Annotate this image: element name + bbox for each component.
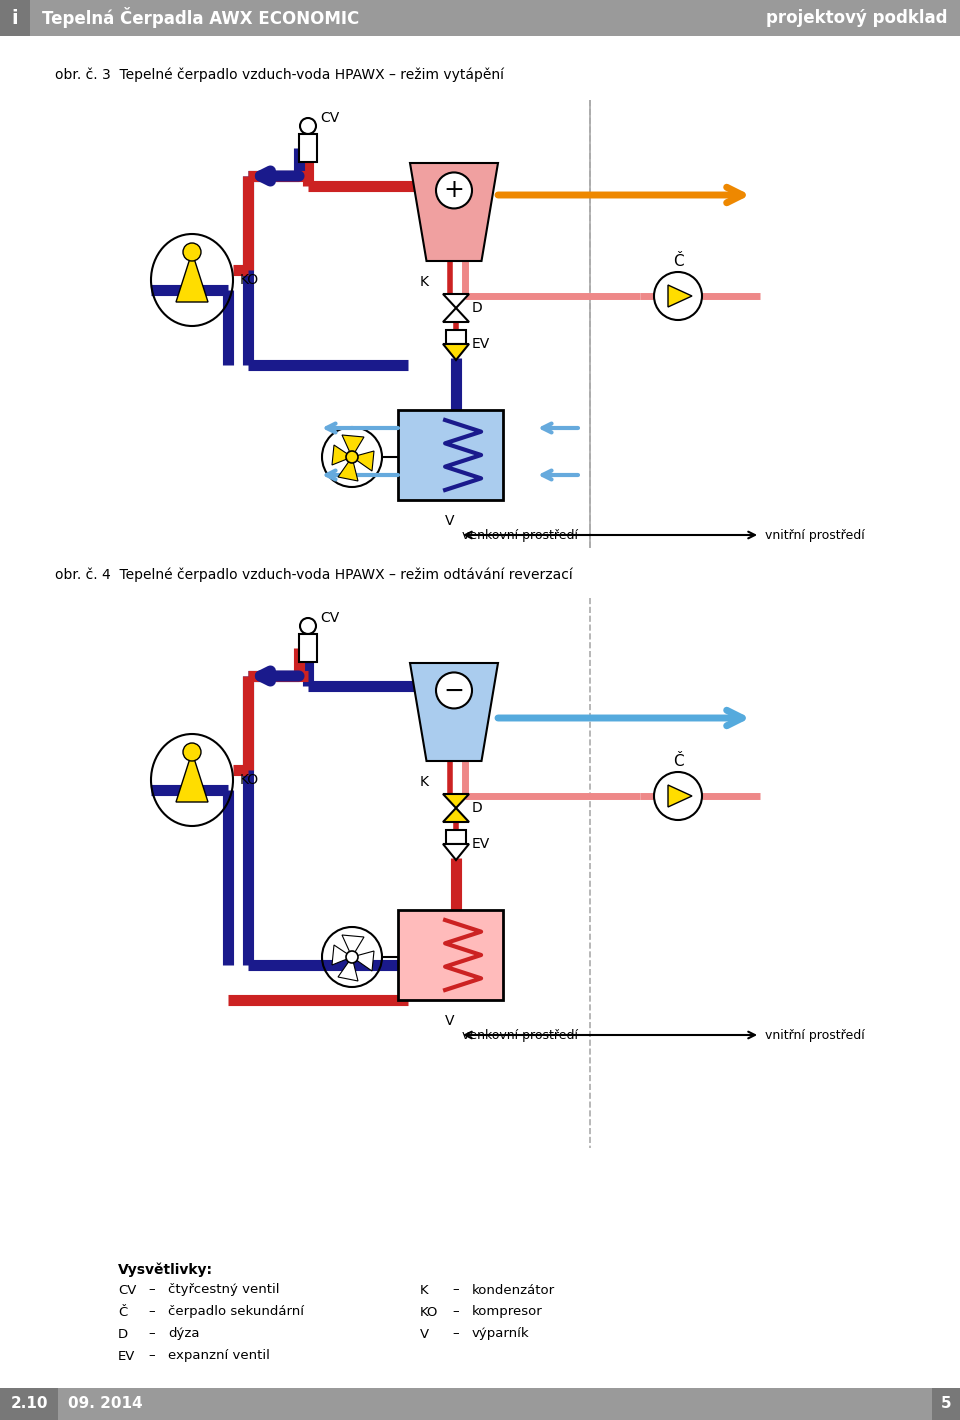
Circle shape [436, 673, 472, 709]
Polygon shape [443, 794, 469, 808]
Polygon shape [176, 753, 208, 802]
Text: V: V [445, 1014, 455, 1028]
Text: EV: EV [472, 836, 491, 851]
Text: vnitřní prostředí: vnitřní prostředí [765, 1028, 865, 1041]
Text: Vysvětlivky:: Vysvětlivky: [118, 1262, 213, 1277]
Polygon shape [332, 944, 352, 966]
Text: expanzní ventil: expanzní ventil [168, 1349, 270, 1363]
Bar [932, 1387, 960, 1420]
Circle shape [183, 243, 201, 261]
Polygon shape [342, 435, 364, 457]
Text: Č: Č [673, 254, 684, 270]
Bar [0, 1387, 58, 1420]
Text: venkovní prostředí: venkovní prostředí [462, 1028, 578, 1041]
Text: Č: Č [673, 754, 684, 770]
Text: venkovní prostředí: venkovní prostředí [462, 528, 578, 541]
Polygon shape [338, 457, 358, 481]
Circle shape [346, 951, 358, 963]
Text: dýza: dýza [168, 1328, 200, 1340]
Text: D: D [472, 801, 483, 815]
Text: V: V [445, 514, 455, 528]
Text: čerpadlo sekundární: čerpadlo sekundární [168, 1305, 304, 1319]
Polygon shape [352, 951, 374, 971]
Text: –: – [452, 1305, 459, 1319]
Text: –: – [148, 1349, 155, 1363]
Text: −: − [444, 679, 465, 703]
Text: obr. č. 4  Tepelné čerpadlo vzduch-voda HPAWX – režim odtávání reverzací: obr. č. 4 Tepelné čerpadlo vzduch-voda H… [55, 568, 573, 582]
Bar [446, 831, 466, 843]
Bar [0, 0, 30, 36]
Bar [0, 1387, 960, 1420]
Polygon shape [668, 785, 692, 807]
Polygon shape [443, 308, 469, 322]
Text: 2.10: 2.10 [11, 1396, 48, 1411]
Text: –: – [148, 1284, 155, 1296]
Polygon shape [410, 163, 498, 261]
Text: –: – [452, 1284, 459, 1296]
Bar [398, 410, 503, 500]
Bar [0, 0, 960, 36]
Polygon shape [342, 934, 364, 957]
Text: –: – [148, 1328, 155, 1340]
Polygon shape [443, 843, 469, 861]
Polygon shape [410, 663, 498, 761]
Text: KO: KO [420, 1305, 439, 1319]
Text: V: V [420, 1328, 429, 1340]
Polygon shape [443, 344, 469, 361]
Text: 09. 2014: 09. 2014 [68, 1396, 143, 1411]
Text: kompresor: kompresor [472, 1305, 542, 1319]
Text: výparník: výparník [472, 1328, 530, 1340]
Polygon shape [332, 444, 352, 464]
Text: čtyřcestný ventil: čtyřcestný ventil [168, 1284, 279, 1296]
Text: CV: CV [320, 611, 339, 625]
Text: KO: KO [240, 273, 259, 287]
Bar [446, 329, 466, 344]
Text: vnitřní prostředí: vnitřní prostředí [765, 528, 865, 541]
Text: +: + [444, 179, 465, 203]
Text: K: K [420, 775, 429, 790]
Text: obr. č. 3  Tepelné čerpadlo vzduch-voda HPAWX – režim vytápění: obr. č. 3 Tepelné čerpadlo vzduch-voda H… [55, 68, 504, 82]
Circle shape [346, 452, 358, 463]
Polygon shape [176, 251, 208, 302]
Circle shape [183, 743, 201, 761]
Polygon shape [443, 808, 469, 822]
Text: i: i [12, 9, 18, 27]
Text: D: D [472, 301, 483, 315]
Circle shape [436, 172, 472, 209]
Text: Č: Č [118, 1305, 128, 1319]
Polygon shape [443, 294, 469, 308]
Text: projektový podklad: projektový podklad [766, 9, 948, 27]
Text: K: K [420, 1284, 428, 1296]
Bar [299, 133, 317, 162]
Polygon shape [668, 285, 692, 307]
Text: Tepelná Čerpadla AWX ECONOMIC: Tepelná Čerpadla AWX ECONOMIC [42, 7, 359, 28]
Text: 5: 5 [941, 1396, 951, 1411]
Text: D: D [118, 1328, 128, 1340]
Polygon shape [352, 452, 374, 471]
Text: –: – [148, 1305, 155, 1319]
Text: CV: CV [118, 1284, 136, 1296]
Text: EV: EV [118, 1349, 135, 1363]
Bar [299, 633, 317, 662]
Text: –: – [452, 1328, 459, 1340]
Text: CV: CV [320, 111, 339, 125]
Text: KO: KO [240, 772, 259, 787]
Bar [398, 910, 503, 1000]
Text: K: K [420, 275, 429, 290]
Text: kondenzátor: kondenzátor [472, 1284, 555, 1296]
Text: EV: EV [472, 337, 491, 351]
Polygon shape [338, 957, 358, 981]
